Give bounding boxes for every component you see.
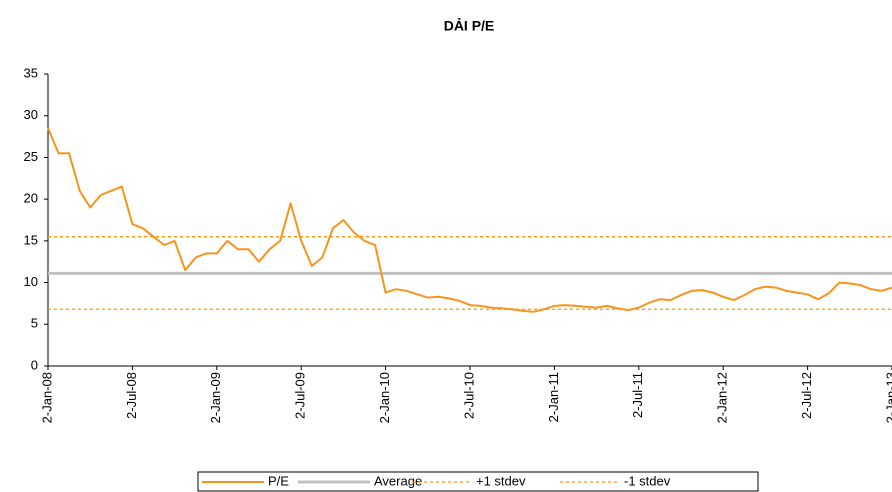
x-tick-label: 2-Jul-09 — [293, 372, 308, 419]
legend-label: -1 stdev — [624, 473, 671, 488]
pe-line — [47, 127, 892, 313]
x-tick-label: 2-Jan-09 — [208, 372, 223, 423]
legend-label: Average — [374, 473, 422, 488]
x-tick-label: 2-Jan-12 — [715, 372, 730, 423]
x-tick-label: 2-Jul-12 — [799, 372, 814, 419]
y-tick-label: 5 — [31, 316, 38, 331]
y-tick-label: 35 — [24, 65, 38, 80]
x-tick-label: 2-Jul-10 — [461, 372, 476, 419]
x-tick-label: 2-Jan-10 — [377, 372, 392, 423]
x-tick-label: 2-Jan-13 — [883, 372, 892, 423]
x-tick-label: 2-Jul-11 — [630, 372, 645, 418]
x-tick-label: 2-Jul-08 — [124, 372, 139, 419]
y-tick-label: 25 — [24, 149, 38, 164]
y-tick-label: 15 — [24, 232, 38, 247]
y-tick-label: 30 — [24, 107, 38, 122]
x-tick-label: 2-Jan-11 — [546, 372, 561, 422]
y-tick-label: 20 — [24, 191, 38, 206]
chart-title: DẢI P/E — [444, 18, 495, 34]
x-tick-label: 2-Jan-08 — [39, 372, 54, 423]
y-tick-label: 10 — [24, 274, 38, 289]
y-tick-label: 0 — [31, 357, 38, 372]
legend-label: +1 stdev — [476, 473, 526, 488]
legend-box — [197, 471, 759, 492]
legend-label: P/E — [268, 473, 289, 488]
